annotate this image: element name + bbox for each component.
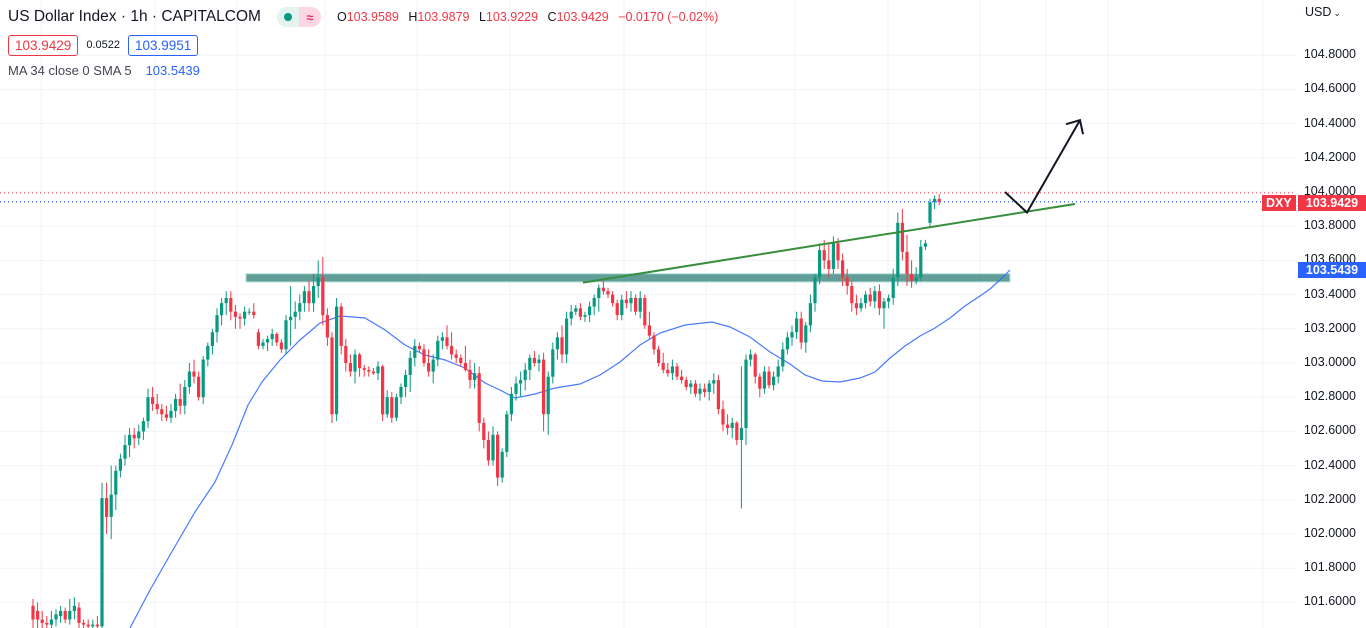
price-tick-label: 102.8000 <box>1303 389 1356 404</box>
currency-selector[interactable]: USD ⌄ <box>1305 5 1341 19</box>
chart-grid <box>0 0 1296 628</box>
close-value: 103.9429 <box>556 10 609 24</box>
price-tick-label: 104.2000 <box>1303 149 1356 164</box>
price-tick-label: 101.8000 <box>1303 560 1356 575</box>
market-open-dot-icon <box>283 13 292 21</box>
chart-legend: US Dollar Index · 1h · CAPITALCOM ≈ O103… <box>8 6 718 78</box>
indicator-legend[interactable]: MA 34 close 0 SMA 5 103.5439 <box>8 63 718 78</box>
spread-value: 0.0522 <box>86 39 120 51</box>
symbol-title[interactable]: US Dollar Index · 1h · CAPITALCOM <box>8 8 261 25</box>
price-tick-label: 102.0000 <box>1303 526 1356 540</box>
indicator-label: MA 34 close 0 SMA 5 <box>8 63 132 78</box>
candlestick-series <box>31 194 941 628</box>
price-lines <box>0 192 1296 203</box>
price-tick-label: 103.8000 <box>1303 218 1356 233</box>
price-tick-label: 102.2000 <box>1303 491 1356 506</box>
ohlc-values: O103.9589 H103.9879 L103.9229 C103.9429 … <box>336 10 719 24</box>
price-tick-label: 102.4000 <box>1303 457 1356 472</box>
low-value: 103.9229 <box>485 10 539 24</box>
moving-average-line <box>129 269 1011 628</box>
delayed-data-wave-icon: ≈ <box>298 7 321 27</box>
trendline-drawing[interactable] <box>582 202 1076 284</box>
chevron-down-icon: ⌄ <box>1333 8 1341 18</box>
open-value: 103.9589 <box>346 10 399 24</box>
sell-price-button[interactable]: 103.9429 <box>8 34 79 56</box>
resistance-zone[interactable] <box>245 273 1011 283</box>
price-tick-label: 103.0000 <box>1303 355 1356 369</box>
symbol-tag: DXY <box>1262 195 1296 211</box>
price-tick-label: 103.4000 <box>1303 286 1356 301</box>
indicator-value: 103.5439 <box>145 63 200 78</box>
price-tick-label: 103.2000 <box>1303 320 1356 335</box>
price-tick-label: 101.6000 <box>1303 594 1356 609</box>
last-price-tag: 103.9429 <box>1298 195 1366 211</box>
price-tick-label: 102.6000 <box>1303 423 1356 438</box>
price-tick-label: 104.8000 <box>1303 47 1356 62</box>
change-value: −0.0170 (−0.02%) <box>618 10 719 24</box>
high-value: 103.9879 <box>417 10 470 24</box>
price-tick-label: 104.4000 <box>1303 115 1356 130</box>
buy-price-button[interactable]: 103.9951 <box>127 34 199 56</box>
projection-arrow-drawing[interactable] <box>1004 118 1084 215</box>
ma-price-tag: 103.5439 <box>1298 262 1366 278</box>
price-tick-label: 104.0000 <box>1303 184 1356 198</box>
price-tick-label: 104.6000 <box>1303 81 1356 96</box>
status-pill[interactable]: ≈ <box>276 7 321 27</box>
